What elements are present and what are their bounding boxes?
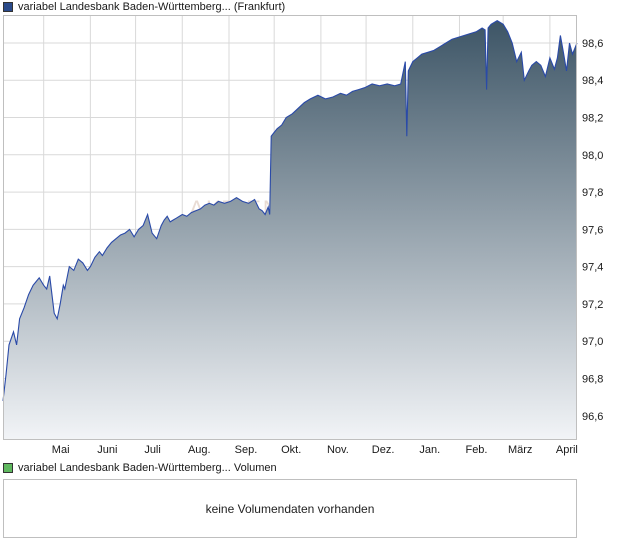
- no-volume-message: keine Volumendaten vorhanden: [205, 501, 375, 516]
- y-tick-label: 98,6: [582, 38, 603, 50]
- x-tick-label: Feb.: [465, 444, 487, 456]
- volume-legend-swatch: [3, 463, 13, 473]
- volume-legend-label: variabel Landesbank Baden-Württemberg...…: [18, 462, 277, 474]
- x-tick-label: Aug.: [188, 444, 211, 456]
- y-tick-label: 97,8: [582, 187, 603, 199]
- x-tick-label: Okt.: [281, 444, 301, 456]
- x-tick-label: Mai: [52, 444, 70, 456]
- price-chart: AKTIEN 96,696,897,097,297,497,697,898,09…: [2, 15, 603, 456]
- y-tick-label: 96,8: [582, 373, 603, 385]
- x-axis: Mai Juni Juli Aug. Sep. Okt. Nov. Dez. Jan. Feb. M…: [52, 444, 578, 456]
- price-legend-label: variabel Landesbank Baden-Württemberg...…: [18, 1, 286, 13]
- y-tick-label: 98,0: [582, 150, 603, 162]
- volume-legend: variabel Landesbank Baden-Württemberg...…: [3, 461, 277, 475]
- price-legend-swatch: [3, 2, 13, 12]
- y-tick-label: 97,6: [582, 224, 603, 236]
- plot-frame: [3, 15, 577, 440]
- volume-panel: keine Volumendaten vorhanden: [3, 479, 577, 538]
- x-tick-label: Juli: [144, 444, 161, 456]
- x-tick-label: Nov.: [327, 444, 349, 456]
- price-legend: variabel Landesbank Baden-Württemberg...…: [3, 0, 285, 14]
- x-tick-label: Jan.: [419, 444, 440, 456]
- y-axis: 96,6 96,8 97,0 97,2 97,4 97,6 97,8 98,0 98,2 98,4…: [582, 38, 603, 423]
- y-tick-label: 97,4: [582, 262, 603, 274]
- y-tick-label: 97,0: [582, 336, 603, 348]
- y-tick-label: 97,2: [582, 299, 603, 311]
- y-tick-label: 98,4: [582, 75, 603, 87]
- x-tick-label: April: [556, 444, 578, 456]
- x-tick-label: Dez.: [372, 444, 395, 456]
- x-tick-label: März: [508, 444, 532, 456]
- y-tick-label: 96,6: [582, 411, 603, 423]
- price-area: [3, 20, 577, 440]
- price-line: [2, 19, 578, 401]
- y-tick-label: 98,2: [582, 113, 603, 125]
- x-tick-label: Juni: [97, 444, 117, 456]
- x-tick-label: Sep.: [235, 444, 258, 456]
